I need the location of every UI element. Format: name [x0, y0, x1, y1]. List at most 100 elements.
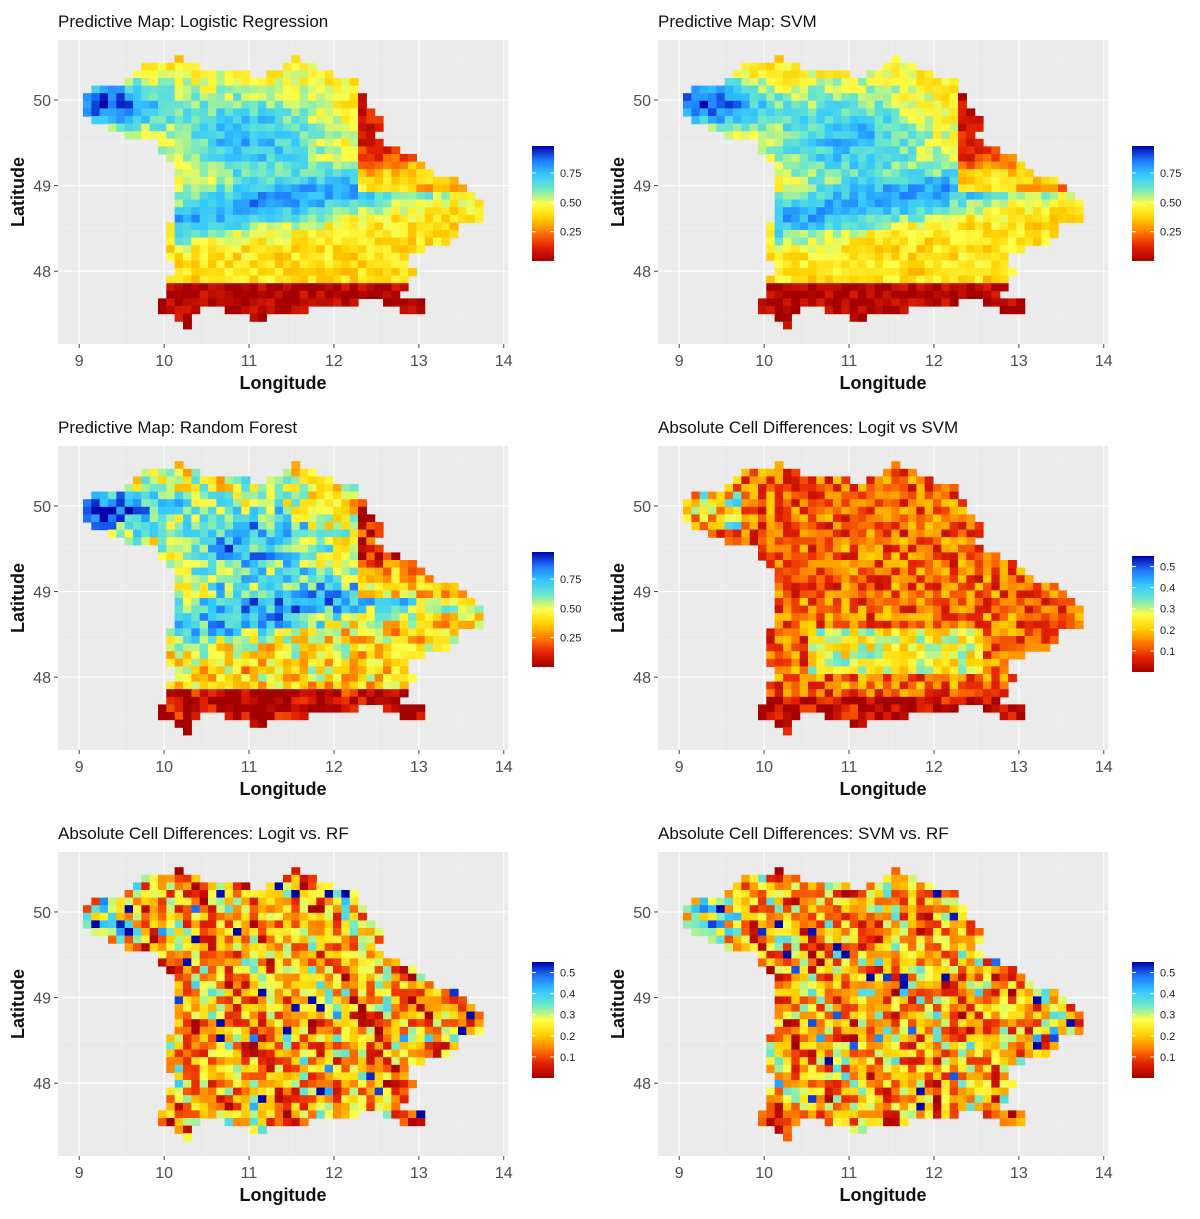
- raster-cell: [966, 590, 976, 599]
- raster-cell: [891, 306, 901, 315]
- raster-cell: [316, 981, 326, 990]
- raster-cell: [808, 506, 817, 515]
- raster-cell: [933, 230, 942, 239]
- raster-cell: [174, 55, 184, 64]
- raster-cell: [899, 674, 909, 683]
- raster-cell: [699, 93, 709, 102]
- raster-cell: [324, 658, 334, 667]
- raster-cell: [941, 100, 951, 109]
- raster-cell: [983, 575, 992, 584]
- raster-cell: [941, 514, 951, 523]
- raster-cell: [374, 222, 384, 231]
- raster-cell: [174, 719, 184, 728]
- raster-cell: [308, 252, 317, 261]
- raster-cell: [249, 981, 259, 990]
- raster-cell: [416, 704, 426, 713]
- raster-cell: [366, 275, 376, 284]
- raster-cell: [116, 928, 126, 937]
- raster-cell: [924, 207, 934, 216]
- raster-cell: [891, 476, 901, 485]
- raster-cell: [333, 283, 342, 292]
- raster-cell: [908, 70, 917, 79]
- raster-cell: [366, 544, 376, 553]
- raster-cell: [766, 712, 776, 721]
- raster-cell: [291, 468, 301, 477]
- raster-cell: [216, 988, 226, 997]
- raster-cell: [1033, 636, 1042, 645]
- raster-cell: [774, 70, 784, 79]
- raster-cell: [324, 613, 334, 622]
- raster-cell: [866, 514, 876, 523]
- raster-cell: [324, 567, 334, 576]
- raster-cell: [341, 973, 351, 982]
- raster-cell: [791, 491, 801, 500]
- raster-cell: [441, 207, 451, 216]
- raster-cell: [824, 78, 834, 87]
- raster-cell: [141, 78, 151, 87]
- raster-cell: [191, 674, 201, 683]
- raster-cell: [133, 85, 142, 94]
- raster-cell: [191, 973, 201, 982]
- raster-cell: [933, 116, 942, 125]
- raster-cell: [724, 514, 734, 523]
- raster-cell: [208, 123, 217, 132]
- raster-cell: [883, 598, 892, 607]
- raster-cell: [316, 214, 326, 223]
- raster-cell: [183, 935, 192, 944]
- raster-cell: [949, 214, 959, 223]
- raster-cell: [974, 529, 984, 538]
- raster-cell: [291, 108, 301, 117]
- raster-cell: [1049, 207, 1059, 216]
- raster-cell: [224, 958, 234, 967]
- raster-cell: [999, 306, 1009, 315]
- raster-cell: [99, 499, 109, 508]
- raster-cell: [958, 529, 967, 538]
- raster-cell: [399, 268, 409, 277]
- raster-cell: [324, 108, 334, 117]
- raster-cell: [841, 567, 851, 576]
- raster-cell: [416, 169, 426, 178]
- raster-cell: [1041, 620, 1051, 629]
- raster-cell: [224, 506, 234, 515]
- raster-cell: [874, 85, 884, 94]
- raster-cell: [191, 643, 201, 652]
- raster-cell: [233, 712, 242, 721]
- raster-cell: [216, 981, 226, 990]
- raster-cell: [349, 214, 359, 223]
- raster-cell: [216, 283, 226, 292]
- raster-cell: [183, 78, 192, 87]
- raster-cell: [708, 529, 717, 538]
- raster-cell: [399, 712, 409, 721]
- raster-cell: [183, 696, 192, 705]
- raster-cell: [866, 620, 876, 629]
- raster-cell: [808, 514, 817, 523]
- raster-cell: [291, 996, 301, 1005]
- raster-cell: [958, 108, 967, 117]
- raster-cell: [258, 146, 267, 155]
- raster-cell: [449, 1011, 459, 1020]
- raster-cell: [341, 78, 351, 87]
- raster-cell: [249, 484, 259, 493]
- raster-cell: [1008, 712, 1017, 721]
- raster-cell: [1041, 230, 1051, 239]
- raster-cell: [391, 222, 401, 231]
- raster-cell: [374, 245, 384, 254]
- raster-cell: [241, 1019, 251, 1028]
- raster-cell: [316, 522, 326, 531]
- raster-cell: [1066, 598, 1076, 607]
- raster-cell: [341, 260, 351, 269]
- raster-cell: [224, 950, 234, 959]
- raster-cell: [383, 575, 392, 584]
- raster-cell: [374, 567, 384, 576]
- raster-cell: [933, 696, 942, 705]
- raster-cell: [924, 506, 934, 515]
- raster-cell: [908, 674, 917, 683]
- raster-cell: [858, 499, 867, 508]
- raster-cell: [174, 78, 184, 87]
- raster-cell: [191, 598, 201, 607]
- raster-cell: [199, 214, 209, 223]
- raster-cell: [274, 544, 284, 553]
- raster-cell: [308, 1011, 317, 1020]
- raster-cell: [274, 996, 284, 1005]
- raster-cell: [941, 116, 951, 125]
